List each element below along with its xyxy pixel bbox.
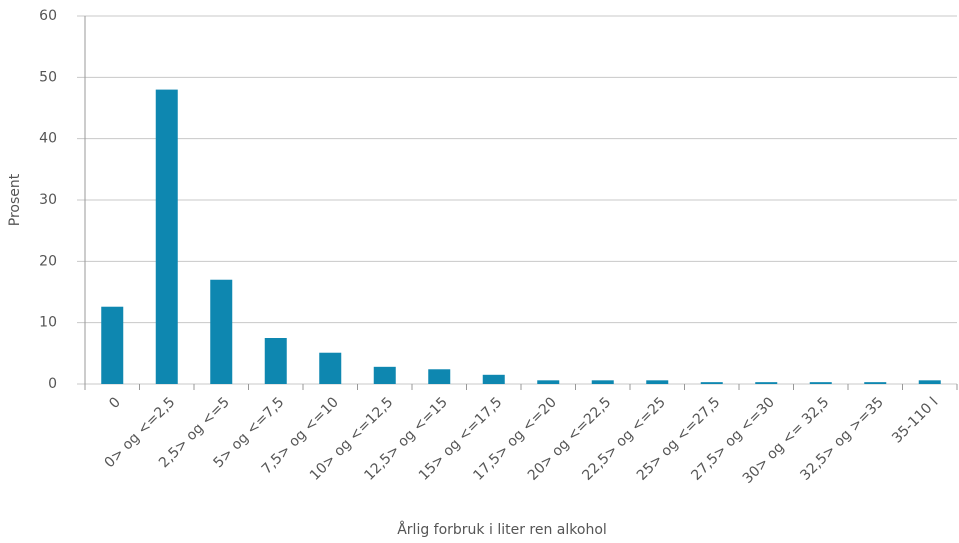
bar (646, 380, 669, 384)
bar (264, 338, 287, 384)
bar (373, 366, 396, 384)
y-tick-label: 10 (39, 315, 57, 331)
bar (428, 369, 451, 384)
bar (101, 306, 124, 384)
bar (591, 380, 614, 384)
bar (918, 380, 941, 384)
x-tick-label: 0 (106, 394, 124, 412)
bar (210, 279, 233, 384)
x-tick-label: 35-110 l (889, 394, 941, 446)
y-tick-label: 20 (39, 253, 57, 269)
bar (155, 89, 178, 384)
bar (755, 382, 778, 384)
bar (482, 374, 505, 384)
y-tick-label: 60 (39, 8, 57, 24)
bar (864, 382, 887, 384)
bar (700, 382, 723, 384)
y-tick-label: 40 (39, 131, 57, 147)
y-tick-label: 0 (48, 376, 57, 392)
y-axis-label: Prosent (7, 173, 23, 226)
y-tick-label: 30 (39, 192, 57, 208)
x-axis-label: Årlig forbruk i liter ren alkohol (397, 521, 607, 538)
y-tick-label: 50 (39, 69, 57, 85)
bar (809, 382, 832, 384)
bar (537, 380, 560, 384)
bar (319, 352, 342, 384)
